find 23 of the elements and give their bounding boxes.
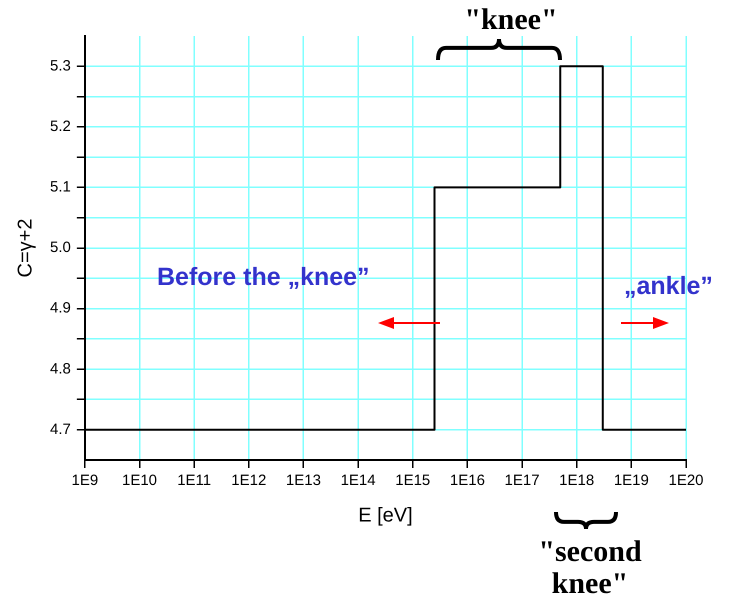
annotation: "knee" bbox=[463, 3, 559, 36]
x-tick-label: 1E20 bbox=[668, 472, 704, 490]
y-axis-title: C=γ+2 bbox=[14, 218, 37, 278]
y-tick-label: 4.7 bbox=[50, 420, 71, 438]
x-tick-label: 1E11 bbox=[177, 472, 212, 490]
x-tick-label: 1E19 bbox=[614, 472, 649, 490]
x-tick-label: 1E15 bbox=[395, 472, 430, 490]
x-axis-title: E [eV] bbox=[358, 504, 413, 527]
y-tick-label: 5.0 bbox=[50, 239, 71, 256]
y-tick-label: 5.2 bbox=[50, 118, 71, 135]
x-tick-label: 1E12 bbox=[231, 472, 266, 490]
y-tick-label: 5.3 bbox=[50, 57, 71, 74]
x-tick-label: 1E9 bbox=[72, 472, 98, 490]
y-tick-label: 5.1 bbox=[50, 178, 71, 196]
y-tick-label: 4.9 bbox=[50, 300, 71, 317]
text: "second knee" bbox=[537, 535, 643, 600]
x-tick-label: 1E14 bbox=[340, 472, 376, 490]
x-tick-label: 1E13 bbox=[286, 472, 321, 490]
x-tick-label: 1E18 bbox=[559, 472, 594, 490]
x-tick-label: 1E10 bbox=[122, 472, 158, 490]
x-tick-label: 1E16 bbox=[450, 472, 485, 490]
y-tick-label: 4.8 bbox=[50, 360, 71, 378]
x-tick-label: 1E17 bbox=[504, 472, 540, 490]
